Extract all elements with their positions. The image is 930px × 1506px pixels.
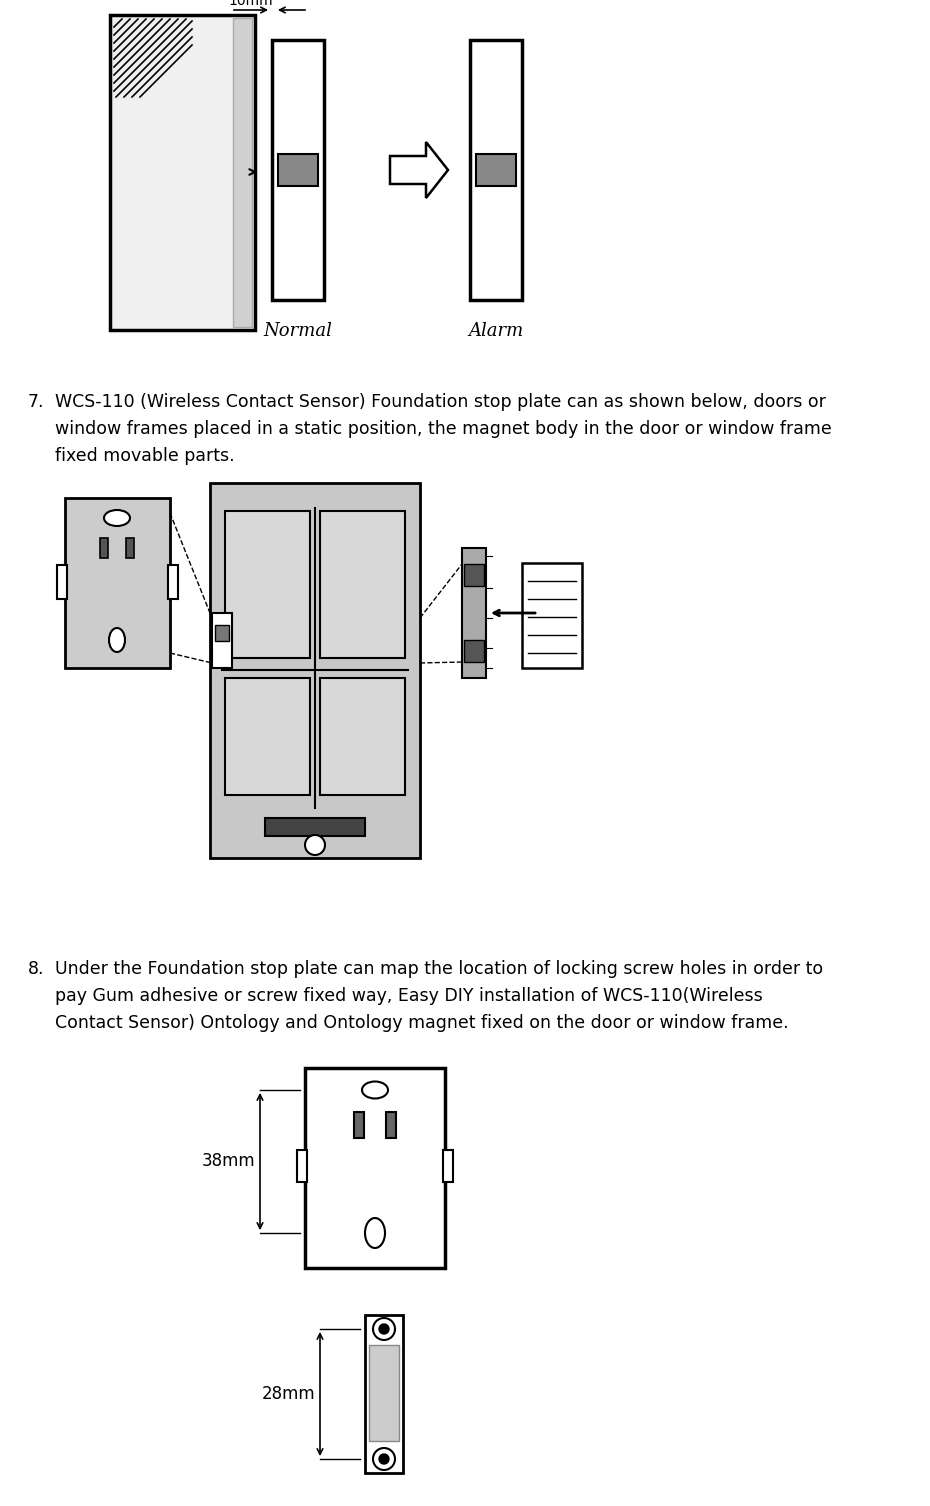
Text: window frames placed in a static position, the magnet body in the door or window: window frames placed in a static positio… xyxy=(55,420,831,438)
Bar xyxy=(57,565,67,599)
Text: 38mm: 38mm xyxy=(202,1152,255,1170)
Bar xyxy=(100,538,108,559)
Ellipse shape xyxy=(109,628,125,652)
Bar xyxy=(212,613,232,669)
Bar xyxy=(110,15,255,330)
Bar xyxy=(225,511,310,658)
Bar xyxy=(126,538,134,559)
Text: WCS-110 (Wireless Contact Sensor) Foundation stop plate can as shown below, door: WCS-110 (Wireless Contact Sensor) Founda… xyxy=(55,393,826,411)
Bar xyxy=(320,511,405,658)
Bar xyxy=(65,498,170,669)
Bar xyxy=(365,1315,403,1473)
Bar xyxy=(305,1068,445,1268)
Text: Under the Foundation stop plate can map the location of locking screw holes in o: Under the Foundation stop plate can map … xyxy=(55,959,823,977)
Ellipse shape xyxy=(362,1081,388,1098)
Circle shape xyxy=(379,1453,389,1464)
Text: 7.: 7. xyxy=(28,393,45,411)
Text: 28mm: 28mm xyxy=(261,1386,315,1404)
Bar xyxy=(168,565,178,599)
Bar xyxy=(272,41,324,300)
Bar xyxy=(297,1151,307,1182)
Bar xyxy=(476,154,516,187)
Text: 8.: 8. xyxy=(28,959,45,977)
Circle shape xyxy=(373,1447,395,1470)
Bar xyxy=(464,565,484,586)
Circle shape xyxy=(373,1318,395,1340)
Bar xyxy=(386,1111,396,1139)
Bar xyxy=(462,548,486,678)
Bar xyxy=(464,640,484,663)
Bar xyxy=(225,678,310,795)
Bar xyxy=(278,154,318,187)
Bar xyxy=(210,483,420,858)
Text: Alarm: Alarm xyxy=(469,322,524,340)
Ellipse shape xyxy=(365,1218,385,1248)
Bar xyxy=(320,678,405,795)
Bar xyxy=(443,1151,453,1182)
Text: Normal: Normal xyxy=(263,322,332,340)
Bar xyxy=(215,625,229,642)
Ellipse shape xyxy=(104,511,130,526)
Text: fixed movable parts.: fixed movable parts. xyxy=(55,447,234,465)
Text: 10mm: 10mm xyxy=(229,0,273,8)
Bar xyxy=(522,563,582,669)
Bar xyxy=(265,818,365,836)
Text: Contact Sensor) Ontology and Ontology magnet fixed on the door or window frame.: Contact Sensor) Ontology and Ontology ma… xyxy=(55,1014,789,1032)
Circle shape xyxy=(379,1324,389,1334)
Circle shape xyxy=(305,834,325,855)
Bar xyxy=(470,41,522,300)
Bar xyxy=(369,1345,399,1441)
Text: pay Gum adhesive or screw fixed way, Easy DIY installation of WCS-110(Wireless: pay Gum adhesive or screw fixed way, Eas… xyxy=(55,986,763,1005)
Bar xyxy=(233,18,252,327)
Bar xyxy=(354,1111,364,1139)
